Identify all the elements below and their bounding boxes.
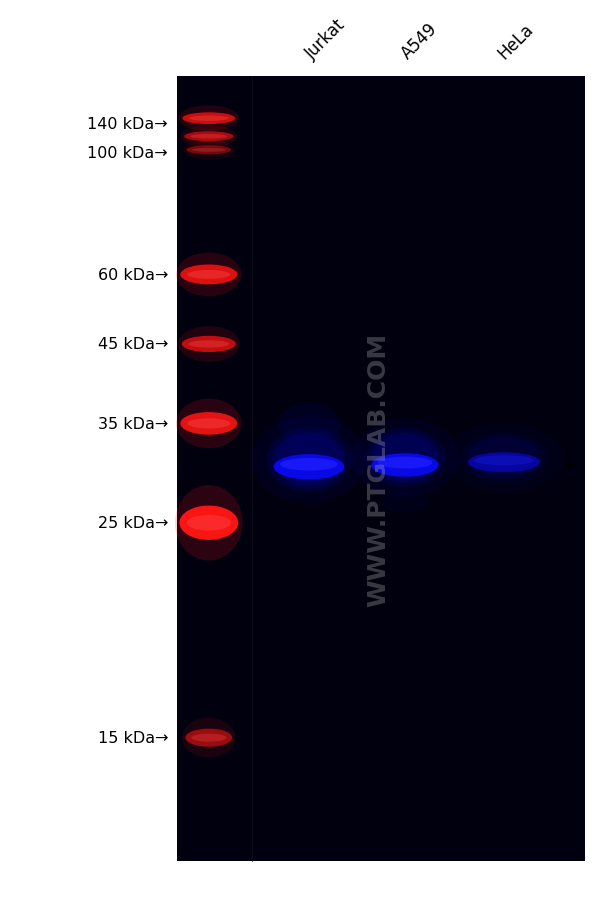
Text: 25 kDa→: 25 kDa→ [98,516,168,530]
Text: HeLa: HeLa [494,21,537,63]
Ellipse shape [188,341,229,348]
Ellipse shape [274,433,344,487]
Ellipse shape [351,419,459,498]
Ellipse shape [186,146,232,155]
Ellipse shape [460,432,548,484]
Text: 45 kDa→: 45 kDa→ [98,337,168,352]
Ellipse shape [266,428,352,492]
Ellipse shape [178,106,239,132]
Ellipse shape [365,428,445,488]
Text: Jurkat: Jurkat [302,16,349,63]
Ellipse shape [176,399,242,448]
Ellipse shape [183,141,235,161]
Ellipse shape [182,718,236,758]
Ellipse shape [181,126,237,148]
Ellipse shape [371,434,439,483]
Ellipse shape [475,456,533,465]
Ellipse shape [178,327,240,363]
Ellipse shape [382,490,428,512]
Text: A549: A549 [398,20,442,63]
Ellipse shape [185,729,232,747]
Ellipse shape [182,114,235,125]
Ellipse shape [176,253,242,297]
Ellipse shape [277,403,341,444]
Ellipse shape [182,336,236,353]
Text: 15 kDa→: 15 kDa→ [98,731,168,745]
Ellipse shape [187,515,231,531]
Text: 60 kDa→: 60 kDa→ [98,268,168,282]
Ellipse shape [184,132,233,142]
Ellipse shape [467,437,541,480]
Ellipse shape [187,271,230,280]
Ellipse shape [377,457,433,469]
Ellipse shape [371,454,439,477]
Ellipse shape [180,265,238,285]
Ellipse shape [189,116,229,122]
Ellipse shape [253,417,365,503]
Ellipse shape [179,506,238,540]
Text: 140 kDa→: 140 kDa→ [88,117,168,132]
Ellipse shape [175,485,242,561]
Text: 100 kDa→: 100 kDa→ [88,146,168,161]
Bar [177,77,585,861]
Ellipse shape [445,424,563,492]
Ellipse shape [187,419,230,429]
Ellipse shape [468,453,540,473]
Ellipse shape [180,412,238,435]
Ellipse shape [280,458,338,471]
Text: 35 kDa→: 35 kDa→ [98,417,168,431]
Text: WWW.PTGLAB.COM: WWW.PTGLAB.COM [366,332,390,606]
Ellipse shape [274,455,344,480]
Ellipse shape [192,149,226,152]
Ellipse shape [191,734,226,741]
Ellipse shape [190,135,227,139]
